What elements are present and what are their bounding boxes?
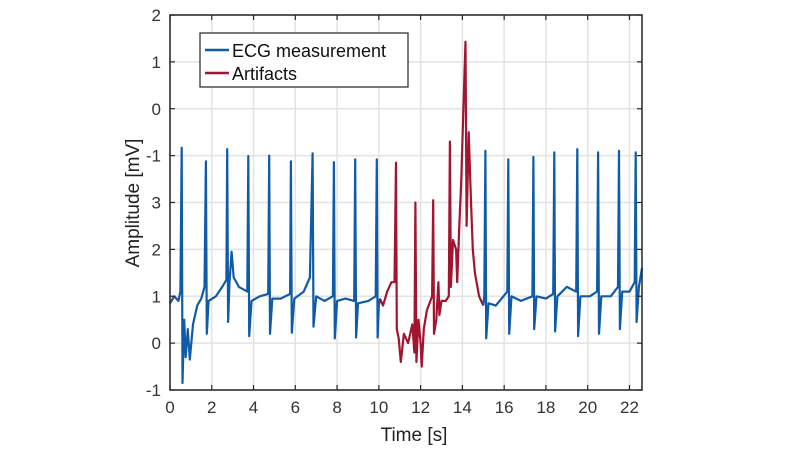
x-tick-label: 10 — [369, 398, 388, 417]
x-tick-label: 18 — [536, 398, 555, 417]
x-axis-label: Time [s] — [381, 425, 448, 446]
y-tick-label: -1 — [146, 381, 161, 400]
ecg-measurement-line — [169, 146, 381, 385]
artifacts-line — [378, 40, 485, 368]
y-tick-label: 2 — [152, 240, 161, 259]
legend: ECG measurement Artifacts — [199, 32, 409, 88]
legend-label-artifacts: Artifacts — [232, 64, 297, 84]
x-tick-label: 14 — [453, 398, 472, 417]
x-tick-label: 6 — [291, 398, 300, 417]
x-tick-label: 8 — [332, 398, 341, 417]
y-axis-label: Amplitude [mV] — [123, 139, 144, 268]
x-tick-label: 0 — [165, 398, 174, 417]
y-tick-label: 1 — [152, 287, 161, 306]
x-tick-label: 20 — [578, 398, 597, 417]
y-tick-label: -1 — [146, 147, 161, 166]
y-tick-label: 0 — [152, 334, 161, 353]
legend-box — [199, 32, 409, 88]
y-tick-label: 2 — [152, 6, 161, 25]
x-tick-label: 4 — [249, 398, 258, 417]
x-tick-label: 2 — [207, 398, 216, 417]
x-tick-label: 22 — [620, 398, 639, 417]
y-tick-label: 0 — [152, 100, 161, 119]
x-tick-label: 12 — [411, 398, 430, 417]
legend-label-ecg: ECG measurement — [232, 41, 386, 61]
y-tick-label: 3 — [152, 194, 161, 213]
y-tick-label: 1 — [152, 53, 161, 72]
series-group — [169, 40, 644, 385]
ecg-measurement-line — [482, 148, 644, 340]
x-tick-label: 16 — [495, 398, 514, 417]
